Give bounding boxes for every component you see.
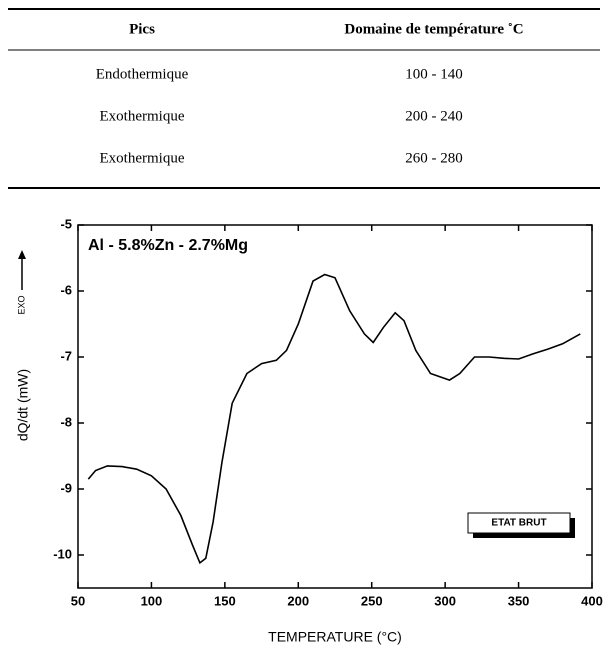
y-tick-label: -5: [60, 216, 72, 231]
table-cell: 100 - 140: [405, 66, 463, 82]
table-cell: 200 - 240: [405, 108, 463, 124]
plot-frame: [77, 224, 593, 589]
table-header-cell: Domaine de température ˚C: [344, 21, 523, 37]
y-tick-label: -9: [60, 480, 72, 495]
box: [467, 512, 571, 534]
x-tick-label: 50: [71, 593, 85, 608]
box-label: ETAT BRUT: [491, 518, 546, 529]
exo-arrow-head: [18, 250, 26, 259]
x-axis-label: TEMPERATURE (°C): [268, 629, 402, 645]
x-tick-label: 100: [141, 593, 163, 608]
data-line: [87, 273, 581, 565]
y-tick-label: -8: [60, 414, 72, 429]
x-tick-label: 300: [434, 593, 456, 608]
table-header-cell: Pics: [129, 21, 155, 37]
x-tick-label: 250: [361, 593, 383, 608]
y-axis-label: dQ/dt (mW): [15, 369, 31, 441]
direction-label: EXO: [16, 295, 26, 314]
table-cell: Exothermique: [100, 150, 185, 166]
table-cell: Exothermique: [100, 108, 185, 124]
table-cell: Endothermique: [96, 66, 189, 82]
x-tick-label: 350: [508, 593, 530, 608]
annotation: Al - 5.8%Zn - 2.7%Mg: [88, 237, 248, 254]
y-tick-label: -7: [60, 348, 72, 363]
x-tick-label: 150: [214, 593, 236, 608]
x-tick-label: 400: [581, 593, 603, 608]
x-tick-label: 200: [287, 593, 309, 608]
y-tick-label: -6: [60, 282, 72, 297]
table-cell: 260 - 280: [405, 150, 463, 166]
y-tick-label: -10: [53, 546, 72, 561]
